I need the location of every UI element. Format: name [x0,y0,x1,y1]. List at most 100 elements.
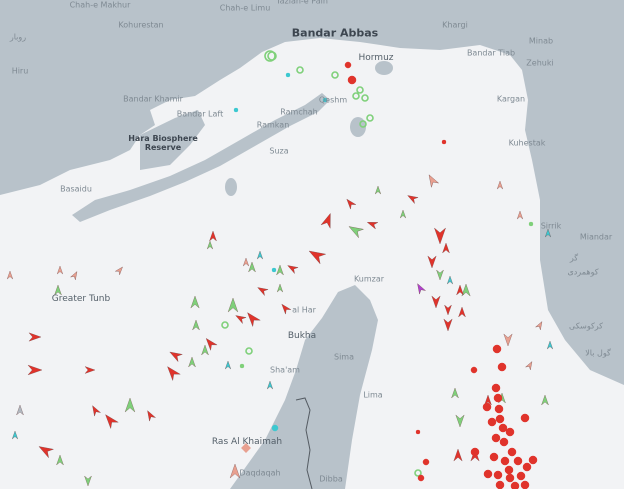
vessel-marker[interactable] [190,295,200,309]
vessel-marker[interactable] [444,304,452,316]
vessel-anchored-marker[interactable] [522,462,532,472]
vessel-marker[interactable] [124,397,136,413]
vessel-marker[interactable] [244,309,261,328]
vessel-anchored-marker[interactable] [271,424,279,432]
vessel-anchored-marker[interactable] [520,480,530,489]
vessel-anchored-marker[interactable] [356,86,364,94]
vessel-marker[interactable] [406,192,419,205]
vessel-anchored-marker[interactable] [495,480,505,489]
vessel-marker[interactable] [36,442,55,459]
vessel-marker[interactable] [16,404,24,416]
vessel-anchored-marker[interactable] [494,404,504,414]
vessel-anchored-marker[interactable] [482,402,492,412]
vessel-anchored-marker[interactable] [497,362,507,372]
vessel-anchored-marker[interactable] [221,321,229,329]
vessel-anchored-marker[interactable] [505,473,515,483]
vessel-anchored-marker[interactable] [361,94,369,102]
vessel-marker[interactable] [256,250,264,260]
vessel-marker[interactable] [503,333,513,347]
vessel-marker[interactable] [286,262,299,275]
vessel-anchored-marker[interactable] [487,417,497,427]
vessel-marker[interactable] [516,210,524,220]
vessel-anchored-marker[interactable] [513,456,523,466]
vessel-marker[interactable] [276,283,284,293]
vessel-anchored-marker[interactable] [483,469,493,479]
vessel-marker[interactable] [484,394,492,406]
vessel-marker[interactable] [455,414,465,428]
vessel-anchored-marker[interactable] [245,347,253,355]
vessel-marker[interactable] [256,284,269,297]
vessel-marker[interactable] [344,197,357,210]
vessel-marker[interactable] [168,348,183,363]
vessel-marker[interactable] [114,265,124,276]
vessel-anchored-marker[interactable] [470,447,480,457]
vessel-anchored-marker[interactable] [520,413,530,423]
vessel-marker[interactable] [54,284,62,296]
vessel-marker[interactable] [164,363,181,382]
vessel-anchored-marker[interactable] [528,221,534,227]
vessel-anchored-marker[interactable] [322,97,328,103]
vessel-marker[interactable] [443,318,453,332]
vessel-anchored-marker[interactable] [505,427,515,437]
vessel-marker[interactable] [458,306,466,318]
vessel-marker[interactable] [541,394,549,406]
vessel-anchored-marker[interactable] [239,363,245,369]
vessel-anchored-marker[interactable] [359,120,367,128]
vessel-anchored-marker[interactable] [516,471,526,481]
vessel-marker[interactable] [320,212,335,229]
vessel-marker[interactable] [224,360,232,370]
vessel-marker[interactable] [535,320,545,331]
vessel-anchored-marker[interactable] [285,72,291,78]
vessel-anchored-marker[interactable] [344,61,352,69]
vessel-anchored-marker[interactable] [347,75,357,85]
vessel-marker[interactable] [188,356,196,368]
vessel-anchored-marker[interactable] [495,414,505,424]
vessel-marker[interactable] [306,246,327,265]
vessel-anchored-marker[interactable] [498,423,508,433]
vessel-marker[interactable] [279,302,292,315]
vessel-marker[interactable] [102,411,119,430]
vessel-marker[interactable] [525,360,535,371]
vessel-marker[interactable] [206,240,214,250]
vessel-marker[interactable] [461,283,471,297]
vessel-marker[interactable] [446,275,454,285]
vessel-marker[interactable] [203,336,218,351]
vessel-anchored-marker[interactable] [528,455,538,465]
vessel-marker[interactable] [89,404,102,417]
vessel-marker[interactable] [6,270,14,280]
vessel-anchored-marker[interactable] [441,139,447,145]
vessel-marker[interactable] [436,269,444,281]
vessel-anchored-marker[interactable] [417,474,425,482]
vessel-anchored-marker[interactable] [493,470,503,480]
vessel-marker[interactable] [27,364,43,376]
vessel-anchored-marker[interactable] [510,481,520,489]
vessel-marker[interactable] [234,312,247,325]
vessel-marker[interactable] [56,265,64,275]
vessel-anchored-marker[interactable] [415,429,421,435]
vessel-anchored-marker[interactable] [331,71,339,79]
vessel-marker[interactable] [546,340,554,350]
vessel-anchored-marker[interactable] [499,437,509,447]
vessel-marker[interactable] [434,227,446,245]
vessel-anchored-marker[interactable] [233,107,239,113]
vessel-marker[interactable] [84,475,92,487]
vessel-anchored-marker[interactable] [504,465,514,475]
vessel-marker[interactable] [374,185,382,195]
vessel-marker[interactable] [399,209,407,219]
vessel-marker[interactable] [456,284,464,296]
vessel-anchored-marker[interactable] [352,92,360,100]
vessel-anchored-marker[interactable] [507,447,517,457]
vessel-marker[interactable] [192,319,200,331]
vessel-marker[interactable] [414,282,427,295]
vessel-anchored-marker[interactable] [493,393,503,403]
vessel-marker[interactable] [11,430,19,440]
vessel-anchored-marker[interactable] [296,66,304,74]
vessel-marker[interactable] [241,443,251,453]
vessel-anchored-marker[interactable] [422,458,430,466]
vessel-marker[interactable] [227,297,239,313]
vessel-anchored-marker[interactable] [366,114,374,122]
vessel-marker[interactable] [276,264,284,276]
vessel-anchored-marker[interactable] [470,366,478,374]
vessel-marker[interactable] [28,332,42,342]
